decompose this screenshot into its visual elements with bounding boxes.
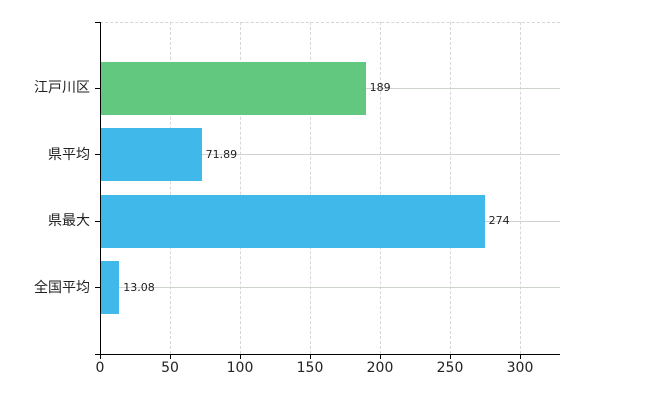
category-label: 江戸川区 — [34, 80, 90, 97]
y-axis-tick — [95, 287, 100, 289]
y-axis-tick — [95, 87, 100, 89]
vertical-gridline — [520, 22, 521, 354]
vertical-gridline — [450, 22, 451, 354]
y-axis-top-tick — [95, 22, 100, 23]
bar[interactable] — [101, 261, 120, 315]
vertical-gridline — [380, 22, 381, 354]
x-tick-label: 50 — [161, 360, 179, 376]
y-axis — [100, 22, 101, 354]
x-tick-label: 0 — [95, 360, 105, 376]
x-axis-tick — [520, 354, 521, 359]
bar-value-label: 274 — [488, 214, 510, 228]
vertical-gridline — [310, 22, 311, 354]
x-tick-label: 150 — [296, 360, 324, 376]
y-axis-tick — [95, 154, 100, 156]
x-axis-tick — [170, 354, 171, 359]
x-tick-label: 250 — [436, 360, 464, 376]
bar-value-label: 189 — [369, 81, 391, 95]
row-gridline — [100, 287, 560, 289]
x-axis-tick — [310, 354, 311, 359]
y-axis-tick — [95, 220, 100, 222]
row-gridline — [100, 154, 560, 156]
category-label: 県平均 — [48, 146, 90, 163]
x-axis-tick — [100, 354, 101, 359]
x-axis — [95, 354, 560, 355]
x-axis-tick — [450, 354, 451, 359]
vertical-gridline — [170, 22, 171, 354]
x-axis-tick — [240, 354, 241, 359]
category-label: 全国平均 — [34, 279, 90, 296]
bar-value-label: 13.08 — [123, 280, 155, 294]
vertical-gridline — [240, 22, 241, 354]
x-axis-tick — [380, 354, 381, 359]
category-label: 県最大 — [48, 213, 90, 230]
bar-value-label: 71.89 — [205, 147, 238, 161]
top-gridline — [100, 22, 560, 23]
bar[interactable] — [101, 61, 366, 115]
bar[interactable] — [101, 128, 202, 182]
x-tick-label: 200 — [366, 360, 394, 376]
x-tick-label: 300 — [506, 360, 534, 376]
x-tick-label: 100 — [226, 360, 254, 376]
bar[interactable] — [101, 194, 485, 248]
